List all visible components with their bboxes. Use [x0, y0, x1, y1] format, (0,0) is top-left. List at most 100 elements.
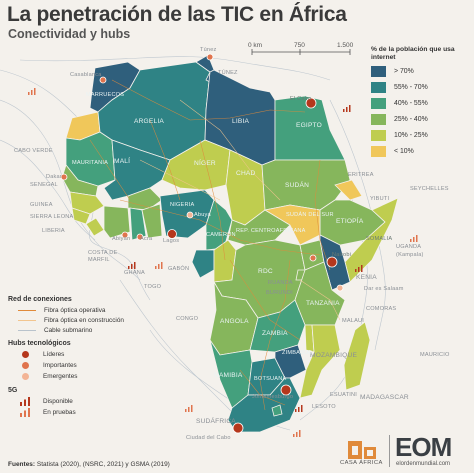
- legend-swatch: [371, 129, 386, 141]
- label-tunez-city: Túnez: [200, 47, 217, 53]
- network-legend-row: Fibra óptica operativa: [8, 305, 178, 315]
- label-togo: TOGO: [144, 284, 162, 290]
- hub-abidjan: [121, 231, 129, 239]
- country-madagascar: [343, 321, 371, 391]
- label-nairobi: Nairobi: [332, 252, 352, 258]
- label-niger: NÍGER: [194, 160, 216, 167]
- label-seychelles: SEYCHELLES: [410, 186, 449, 192]
- legend-row: > 70%: [371, 64, 471, 78]
- legend-swatch: [371, 65, 386, 77]
- fiveg-legend-title: 5G: [8, 387, 18, 394]
- label-sudan: SUDÁN: [285, 182, 310, 189]
- label-liberia: LIBERIA: [42, 228, 65, 234]
- label-namibia: NAMIBIA: [214, 372, 243, 379]
- label-costa-marfil: COSTA DE MARFIL: [88, 250, 118, 263]
- country-togo-benin: [141, 203, 163, 239]
- country-niger: [161, 139, 231, 191]
- countries-layer: [61, 54, 399, 433]
- label-angola: ANGOLA: [220, 318, 249, 325]
- legend-swatch: [371, 145, 386, 157]
- label-abuya: Abuya: [194, 212, 211, 218]
- legend-row: 10% - 25%: [371, 128, 471, 142]
- country-zambia: [249, 299, 306, 353]
- label-ruanda: RUANDA: [268, 280, 293, 286]
- country-lesoto: [271, 404, 283, 417]
- network-legend-label: Cable submarino: [44, 326, 93, 334]
- fiveg-legend-label: Disponible: [43, 398, 73, 405]
- fiber-construction: [139, 99, 341, 321]
- label-cabo-verde: CABO VERDE: [14, 148, 53, 154]
- hub-johannesburg: [280, 384, 292, 396]
- eom-caption: elordenmundial.com: [396, 461, 451, 467]
- page-subtitle: Conectividad y hubs: [8, 27, 131, 41]
- network-legend-title: Red de conexiones: [8, 296, 72, 303]
- legend-label: 10% - 25%: [394, 131, 428, 139]
- scale-bar: [251, 49, 351, 55]
- label-abiyan: Abiyán: [112, 236, 131, 242]
- legend-label: 40% - 55%: [394, 99, 428, 107]
- page-title: La penetración de las TIC en África: [7, 3, 347, 26]
- logo-divider: [389, 435, 390, 467]
- country-guinea: [69, 191, 105, 215]
- label-uganda: UGANDA: [396, 244, 422, 250]
- hub-leader-swatch: [22, 351, 29, 358]
- hub-cairo: [305, 97, 317, 109]
- legend-row: 25% - 40%: [371, 112, 471, 126]
- label-zambia: ZAMBIA: [262, 330, 288, 337]
- legend-label: 55% - 70%: [394, 83, 428, 91]
- scale-tick-1500: 1.500: [337, 42, 354, 49]
- label-casablanca: Casablanca: [70, 72, 102, 78]
- hubs-legend-title: Hubs tecnológicos: [8, 340, 71, 347]
- hub-abuja: [186, 211, 194, 219]
- hubs-legend-row: Líderes: [8, 349, 178, 360]
- hub-emerging-swatch: [22, 373, 29, 380]
- label-eritrea: ERITREA: [348, 172, 374, 178]
- label-gabon: GABÓN: [168, 266, 190, 272]
- legend-row: 40% - 55%: [371, 96, 471, 110]
- submarine-cable-swatch: [18, 329, 36, 331]
- fiveg-legend-row: Disponible: [8, 396, 178, 407]
- fiveg-legend-row: En pruebas: [8, 407, 178, 418]
- hubs-layer: [60, 53, 344, 434]
- legend-swatch: [371, 97, 386, 109]
- hub-kampala: [309, 254, 317, 262]
- legend-swatch: [371, 113, 386, 125]
- legend-label: < 10%: [394, 147, 414, 155]
- label-libia: LIBIA: [232, 118, 250, 125]
- label-sudan-sur: SUDÁN DEL SUR: [286, 212, 334, 218]
- signal-bars-icon: [20, 397, 30, 406]
- label-botsuana: BOTSUANA: [254, 376, 287, 382]
- legend-row: 55% - 70%: [371, 80, 471, 94]
- label-acra: Acra: [140, 236, 153, 242]
- label-malaui: MALAUI: [342, 318, 365, 324]
- hub-nairobi: [326, 256, 338, 268]
- label-rca: REP. CENTROAFRICANA: [236, 228, 306, 234]
- hub-dakar: [60, 173, 68, 181]
- hub-casablanca: [99, 76, 107, 84]
- label-lesoto: LESOTO: [312, 404, 336, 410]
- eom-logo: EOM: [395, 432, 452, 462]
- fiveg-legend-label: En pruebas: [43, 409, 76, 416]
- label-nigeria: NIGERIA: [170, 202, 195, 208]
- country-burkina: [127, 187, 163, 211]
- label-tanzania: TANZANIA: [306, 300, 340, 307]
- label-mauritania: MAURITANIA: [72, 160, 109, 166]
- country-costa-marfil: [103, 205, 131, 239]
- hubs-legend-row: Emergentes: [8, 371, 178, 382]
- hubs-legend-row: Importantes: [8, 360, 178, 371]
- label-ciudad-del-cabo: Ciudad del Cabo: [186, 435, 231, 441]
- label-egipto: EGIPTO: [296, 122, 322, 129]
- scale-tick-0: 0 km: [248, 42, 263, 49]
- label-etiopia: ETIOPÍA: [336, 218, 364, 225]
- network-legend-row: Fibra óptica en construcción: [8, 315, 178, 325]
- legend-label: 25% - 40%: [394, 115, 428, 123]
- country-eritrea: [334, 179, 363, 201]
- hub-dar: [336, 284, 344, 292]
- legend-swatch: [371, 81, 386, 93]
- label-sierra-leona: SIERRA LEONA: [30, 214, 74, 220]
- casa-africa-logo-icon: [348, 441, 376, 459]
- label-argelia: ARGELIA: [134, 118, 164, 125]
- scale-tick-750: 750: [294, 42, 305, 49]
- country-gabon: [191, 249, 215, 279]
- casa-africa-caption: CASA ÁFRICA: [340, 460, 383, 466]
